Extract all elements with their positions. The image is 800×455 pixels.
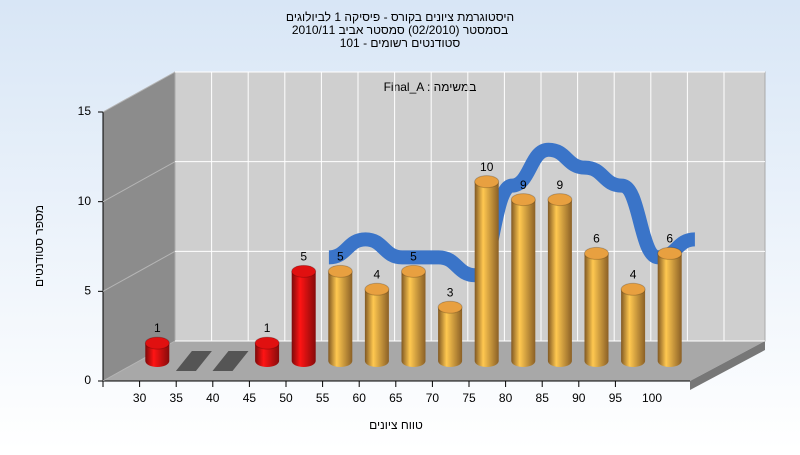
- y-tick-label: 0: [84, 373, 91, 387]
- x-tick-label: 65: [389, 391, 403, 405]
- bar: [364, 282, 390, 367]
- bar: [510, 193, 536, 367]
- bar-top: [510, 193, 536, 207]
- bar-top: [584, 246, 609, 260]
- bar: [620, 282, 646, 367]
- bar-top: [657, 246, 683, 260]
- bar-top: [254, 336, 280, 350]
- x-tick-label: 35: [170, 391, 184, 405]
- grid-line: [102, 71, 176, 113]
- y-tick-label: 5: [84, 284, 91, 298]
- bar-body: [145, 343, 170, 367]
- trend-ribbon: [328, 142, 696, 283]
- bar: [327, 264, 353, 367]
- x-tick-label: 45: [243, 391, 257, 405]
- x-tick-label: 100: [642, 391, 662, 405]
- bar-top: [144, 336, 170, 350]
- bar-body: [401, 271, 426, 367]
- bar-top: [547, 193, 573, 207]
- bar: [144, 336, 170, 367]
- bar-top: [327, 264, 353, 278]
- grid-line: [102, 161, 176, 203]
- bar-body: [328, 271, 353, 367]
- bar-flat: [175, 351, 212, 371]
- bar-top: [291, 264, 317, 278]
- y-tick-label: 15: [78, 104, 92, 118]
- left-wall: [103, 72, 175, 381]
- bar: [584, 246, 609, 367]
- bar-body: [657, 253, 682, 367]
- bar: [474, 175, 500, 367]
- annotation: Final_A : במשימה: [384, 80, 477, 94]
- bar-top: [437, 300, 463, 314]
- chart-title: היסטוגרמת ציונים בקורס - פיסיקה 1 לביולו…: [286, 10, 514, 24]
- x-tick-label: 60: [353, 391, 367, 405]
- chart-title: סטודנטים רשומים - 101: [340, 36, 461, 50]
- value-label: 5: [337, 250, 344, 264]
- value-label: 9: [520, 178, 527, 192]
- bar-body: [584, 253, 609, 367]
- chart-title: בסמסטר (02/2010) סמסטר אביב 2010/11: [292, 23, 508, 37]
- floor-edge: [690, 341, 765, 390]
- bar-top: [620, 282, 646, 296]
- bar-top: [474, 175, 500, 189]
- x-tick-label: 50: [279, 391, 293, 405]
- x-tick-label: 75: [462, 391, 476, 405]
- x-tick-label: 85: [536, 391, 550, 405]
- bar-body: [547, 199, 572, 367]
- bar: [547, 193, 573, 367]
- y-axis-label: מספר סטודנטים: [32, 205, 46, 287]
- bar-body: [255, 343, 280, 367]
- value-label: 6: [593, 232, 600, 246]
- x-tick-label: 90: [572, 391, 586, 405]
- x-tick-label: 80: [499, 391, 513, 405]
- x-tick-label: 95: [609, 391, 623, 405]
- bar-flat: [212, 351, 249, 371]
- value-label: 5: [410, 250, 417, 264]
- value-label: 6: [666, 232, 673, 246]
- bar: [254, 336, 280, 367]
- value-label: 3: [447, 285, 454, 299]
- bar-body: [621, 289, 646, 367]
- y-tick-label: 10: [78, 194, 92, 208]
- bar: [212, 351, 249, 371]
- x-tick-label: 40: [206, 391, 220, 405]
- x-tick-label: 30: [133, 391, 147, 405]
- x-tick-label: 70: [426, 391, 440, 405]
- bar: [175, 351, 212, 371]
- bar-top: [401, 264, 426, 278]
- bar-body: [291, 271, 316, 367]
- value-label: 4: [630, 267, 637, 281]
- x-tick-label: 55: [316, 391, 330, 405]
- value-label: 4: [374, 267, 381, 281]
- grid-line: [102, 250, 176, 292]
- bar: [291, 264, 317, 367]
- value-label: 1: [154, 321, 161, 335]
- bar-body: [364, 289, 389, 367]
- value-label: 1: [264, 321, 271, 335]
- bar: [437, 300, 463, 367]
- value-label: 9: [557, 178, 564, 192]
- x-axis-label: טווח ציונים: [369, 418, 423, 432]
- bar-top: [364, 282, 390, 296]
- value-label: 5: [300, 250, 307, 264]
- bar: [657, 246, 683, 367]
- bar-body: [474, 181, 499, 367]
- bar-body: [438, 307, 463, 367]
- value-label: 10: [480, 160, 494, 174]
- bar-body: [511, 199, 536, 367]
- bar: [401, 264, 426, 367]
